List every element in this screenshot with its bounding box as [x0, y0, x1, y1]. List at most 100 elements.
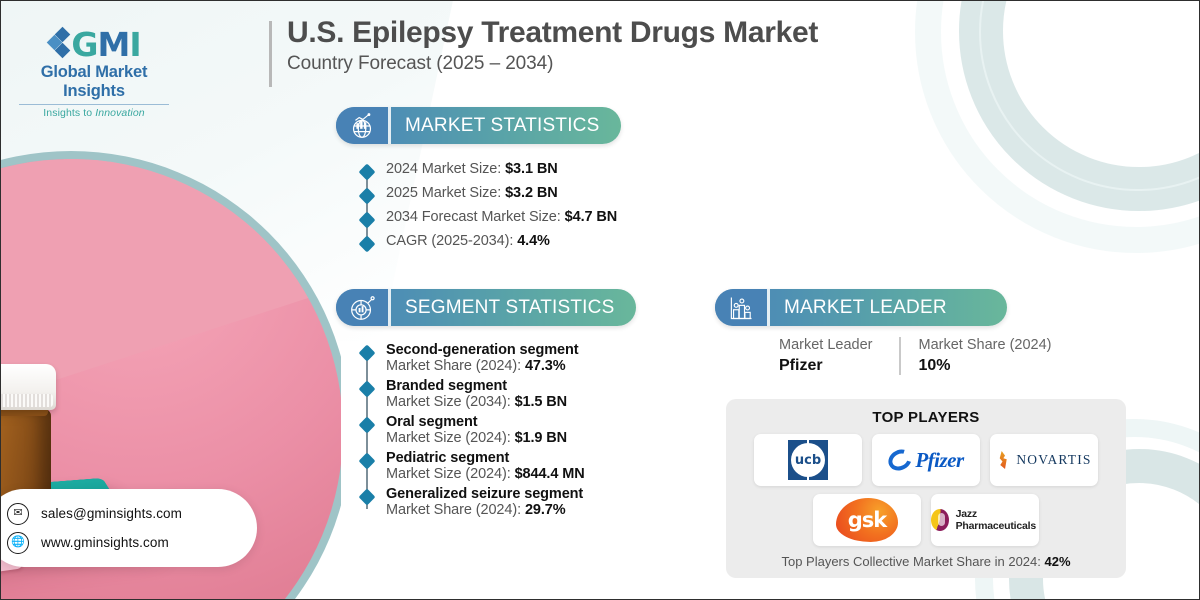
logo-divider — [19, 104, 169, 105]
photo-pill-bottle-cap — [1, 364, 56, 410]
segment-value: 29.7% — [524, 502, 566, 518]
top-players-logo-ucb[interactable]: ucb — [754, 434, 862, 486]
ucb-logo-text: ucb — [794, 452, 822, 468]
badge-label-segment-statistics: SEGMENT STATISTICS — [405, 296, 615, 318]
gsk-blob-icon: gsk — [836, 498, 898, 542]
page-title: U.S. Epilepsy Treatment Drugs Market — [287, 16, 819, 49]
list-rail — [366, 170, 368, 240]
pfizer-swoosh-icon — [885, 445, 916, 475]
bullet-icon — [358, 416, 376, 434]
top-players-logo-jazz[interactable]: Jazz Pharmaceuticals — [931, 494, 1039, 546]
list-item: CAGR (2025-2034): 4.4% — [358, 233, 617, 253]
badge-separator — [388, 289, 391, 326]
market-share-value: 10% — [918, 357, 951, 374]
gmi-logo[interactable]: GMI Global Market Insights Insights to I… — [13, 24, 175, 119]
badge-market-leader: MARKET LEADER — [715, 289, 1007, 326]
segment-value: $1.9 BN — [514, 430, 568, 446]
list-item: Generalized seizure segment Market Share… — [358, 486, 585, 518]
top-players-note-label: Top Players Collective Market Share in 2… — [781, 554, 1045, 569]
top-players-logo-pfizer[interactable]: Pfizer — [872, 434, 980, 486]
bullet-icon — [358, 187, 376, 205]
badge-market-statistics: MARKET STATISTICS — [336, 107, 622, 144]
top-players-logo-novartis[interactable]: NOVARTIS — [990, 434, 1098, 486]
segment-label: Market Size (2024): — [386, 430, 515, 446]
segment-name: Pediatric segment — [386, 450, 510, 466]
segment-value: $1.5 BN — [514, 394, 568, 410]
novartis-logo-text: NOVARTIS — [1016, 452, 1092, 467]
segment-label: Market Share (2024): — [386, 502, 525, 518]
page-subtitle: Country Forecast (2025 – 2034) — [287, 53, 554, 75]
top-players-note-value: 42% — [1044, 554, 1071, 569]
contact-website: www.gminsights.com — [41, 535, 169, 550]
contact-website-row[interactable]: 🌐 www.gminsights.com — [7, 531, 257, 554]
logo-tagline-prefix: Insights to — [43, 107, 96, 119]
stat-value: $4.7 BN — [564, 209, 618, 225]
bullet-icon — [358, 380, 376, 398]
list-item: Second-generation segment Market Share (… — [358, 342, 585, 374]
list-item: 2025 Market Size: $3.2 BN — [358, 185, 617, 205]
stat-value: $3.1 BN — [505, 161, 558, 177]
bullet-icon — [358, 163, 376, 181]
stat-value: 4.4% — [517, 233, 550, 249]
market-leader-name-col: Market Leader Pfizer — [779, 337, 899, 375]
jazz-logo-text: Jazz Pharmaceuticals — [955, 508, 1037, 532]
logo-company-name: Global Market Insights — [40, 63, 148, 100]
pie-target-icon — [336, 289, 388, 326]
bullet-icon — [358, 344, 376, 362]
bullet-icon — [358, 211, 376, 229]
list-market-statistics: 2024 Market Size: $3.1 BN 2025 Market Si… — [358, 161, 618, 253]
badge-segment-statistics: SEGMENT STATISTICS — [336, 289, 637, 326]
logo-tagline: Insights to Innovation — [13, 107, 175, 119]
badge-separator — [767, 289, 770, 326]
logo-initials: GMI — [71, 24, 141, 64]
list-item: Branded segment Market Size (2034): $1.5… — [358, 378, 585, 410]
market-share-label: Market Share (2024) — [918, 337, 1052, 353]
globe-chart-icon — [336, 107, 388, 144]
segment-label: Market Size (2024): — [386, 466, 515, 482]
badge-label-market-leader: MARKET LEADER — [784, 296, 947, 318]
contact-email-row[interactable]: ✉ sales@gminsights.com — [7, 502, 257, 525]
envelope-icon: ✉ — [7, 502, 29, 525]
segment-label: Market Share (2024): — [386, 358, 525, 374]
top-players-logo-gsk[interactable]: gsk — [813, 494, 921, 546]
page-title-block: U.S. Epilepsy Treatment Drugs Market Cou… — [269, 15, 819, 88]
top-players-panel: TOP PLAYERS ucb Pfizer NOVARTIS gsk — [726, 399, 1126, 578]
market-leader-details: Market Leader Pfizer Market Share (2024)… — [779, 337, 1077, 375]
diamond-icon — [47, 26, 71, 61]
badge-label-market-statistics: MARKET STATISTICS — [405, 114, 600, 136]
top-players-note: Top Players Collective Market Share in 2… — [740, 554, 1112, 569]
novartis-flame-icon — [999, 451, 1007, 469]
list-item: Pediatric segment Market Size (2024): $8… — [358, 450, 585, 482]
bullet-icon — [358, 452, 376, 470]
stat-value: $3.2 BN — [505, 185, 558, 201]
jazz-circle-icon — [931, 509, 949, 531]
contact-email: sales@gminsights.com — [41, 506, 183, 521]
list-item: 2024 Market Size: $3.1 BN — [358, 161, 617, 181]
contact-panel: ✉ sales@gminsights.com 🌐 www.gminsights.… — [1, 489, 257, 567]
segment-name: Branded segment — [386, 378, 507, 394]
podium-icon — [715, 289, 767, 326]
top-players-row-1: ucb Pfizer NOVARTIS — [740, 434, 1112, 486]
segment-label: Market Size (2034): — [386, 394, 515, 410]
bullet-icon — [358, 488, 376, 506]
segment-value: $844.4 MN — [514, 466, 585, 482]
globe-icon: 🌐 — [7, 531, 29, 554]
logo-wordmark-row: GMI — [13, 24, 175, 64]
stat-label: CAGR (2025-2034): — [386, 233, 518, 249]
logo-tagline-emphasis: Innovation — [95, 107, 145, 119]
segment-value: 47.3% — [524, 358, 566, 374]
stat-label: 2034 Forecast Market Size: — [386, 209, 565, 225]
top-players-row-2: gsk Jazz Pharmaceuticals — [740, 494, 1112, 546]
list-item: Oral segment Market Size (2024): $1.9 BN — [358, 414, 585, 446]
market-leader-value: Pfizer — [779, 357, 823, 374]
market-leader-label: Market Leader — [779, 337, 873, 353]
ucb-logo-icon: ucb — [788, 440, 828, 480]
segment-name: Oral segment — [386, 414, 478, 430]
list-item: 2034 Forecast Market Size: $4.7 BN — [358, 209, 618, 229]
badge-separator — [388, 107, 391, 144]
stat-label: 2024 Market Size: — [386, 161, 506, 177]
segment-name: Generalized seizure segment — [386, 486, 584, 502]
stat-label: 2025 Market Size: — [386, 185, 506, 201]
market-leader-share-col: Market Share (2024) 10% — [898, 337, 1078, 375]
